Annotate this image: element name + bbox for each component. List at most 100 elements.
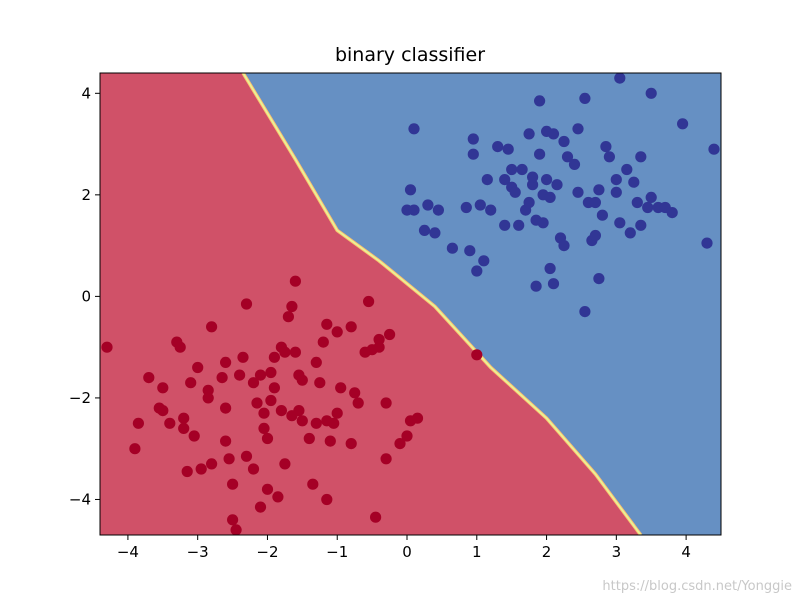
data-point-class-0 [331, 326, 343, 338]
data-point-class-1 [513, 219, 525, 231]
data-point-class-1 [446, 242, 458, 254]
data-point-class-0 [227, 514, 239, 526]
plot-content [100, 73, 721, 535]
data-point-class-1 [708, 143, 720, 155]
x-tick-label: 0 [402, 543, 412, 561]
data-point-class-1 [467, 148, 479, 160]
data-point-class-1 [432, 204, 444, 216]
y-tick-label: 0 [81, 287, 91, 305]
data-point-class-0 [132, 417, 144, 429]
data-point-class-1 [547, 278, 560, 290]
data-point-class-0 [352, 397, 364, 409]
data-point-class-0 [247, 377, 260, 389]
data-point-class-0 [254, 369, 267, 381]
axes-frame [99, 72, 722, 536]
data-point-class-0 [296, 374, 308, 386]
data-point-class-1 [464, 245, 476, 257]
y-tick-label: 4 [81, 84, 91, 102]
data-point-class-1 [499, 219, 511, 231]
data-point-class-1 [621, 163, 633, 176]
data-point-class-0 [380, 397, 392, 409]
data-point-class-1 [568, 158, 581, 170]
data-point-class-1 [666, 207, 678, 219]
data-point-class-1 [589, 196, 602, 209]
x-tick-label: 3 [612, 543, 622, 561]
x-tick-label: −2 [256, 543, 278, 561]
data-point-class-0 [230, 524, 242, 535]
data-point-class-0 [279, 458, 291, 470]
data-point-class-0 [314, 377, 326, 389]
data-point-class-1 [610, 186, 622, 198]
x-tick-label: 1 [472, 543, 482, 561]
data-point-class-0 [220, 356, 232, 368]
chart-title: binary classifier [335, 44, 485, 66]
data-point-class-0 [307, 478, 319, 490]
data-point-class-1 [579, 92, 591, 104]
data-point-class-1 [628, 176, 640, 188]
data-point-class-0 [289, 346, 301, 358]
data-point-class-1 [645, 191, 657, 203]
data-point-class-1 [547, 128, 560, 140]
data-point-class-1 [527, 171, 539, 183]
data-point-class-0 [303, 432, 315, 445]
data-point-class-1 [610, 174, 622, 186]
data-point-class-0 [178, 422, 190, 434]
data-point-class-1 [506, 163, 518, 176]
data-point-class-1 [600, 141, 612, 153]
data-point-class-0 [129, 443, 141, 455]
data-point-class-0 [265, 394, 277, 407]
data-point-class-1 [474, 199, 486, 211]
data-point-class-1 [631, 196, 643, 209]
plot-area [100, 73, 721, 535]
data-point-class-1 [579, 306, 591, 318]
data-point-class-0 [310, 356, 322, 368]
data-point-class-0 [321, 318, 333, 330]
data-point-class-1 [677, 118, 689, 130]
data-point-class-0 [373, 341, 385, 353]
data-point-class-0 [268, 351, 280, 363]
data-point-class-1 [467, 133, 479, 145]
data-point-class-1 [593, 273, 605, 285]
y-tick-label: −4 [69, 490, 91, 508]
data-point-class-0 [321, 493, 333, 506]
data-point-class-1 [481, 174, 493, 186]
data-point-class-1 [593, 184, 605, 196]
data-point-class-0 [296, 415, 308, 427]
data-point-class-1 [701, 237, 713, 249]
data-point-class-1 [408, 204, 420, 216]
data-point-class-0 [293, 405, 305, 417]
data-point-class-0 [254, 501, 267, 513]
data-point-class-1 [534, 148, 546, 160]
data-point-class-0 [370, 511, 382, 523]
data-point-class-1 [589, 229, 602, 242]
y-tick-label: −2 [69, 389, 91, 407]
data-point-class-1 [544, 262, 556, 275]
data-point-class-1 [603, 151, 616, 163]
x-tick-label: −4 [117, 543, 139, 561]
data-point-class-0 [471, 349, 483, 361]
data-point-class-1 [509, 186, 521, 198]
decision-boundary-line [242, 73, 642, 535]
data-point-class-0 [174, 341, 186, 353]
series-class-0 [101, 275, 483, 535]
data-point-class-0 [164, 417, 176, 429]
data-point-class-1 [502, 143, 514, 155]
data-point-class-1 [572, 123, 584, 135]
data-point-class-0 [227, 478, 239, 490]
data-point-class-0 [275, 405, 287, 417]
data-point-class-1 [499, 174, 511, 186]
data-point-class-0 [328, 417, 340, 429]
data-point-class-0 [206, 321, 218, 333]
data-point-class-0 [223, 453, 235, 465]
x-tick-label: 4 [681, 543, 691, 561]
data-point-class-0 [384, 328, 396, 341]
data-point-class-0 [185, 377, 197, 389]
data-point-class-0 [279, 346, 291, 358]
data-point-class-1 [471, 265, 483, 277]
data-point-class-0 [240, 298, 253, 310]
data-point-class-0 [324, 435, 336, 447]
data-point-class-0 [272, 491, 284, 503]
data-point-class-1 [645, 87, 657, 99]
data-point-class-0 [251, 397, 263, 409]
x-tick-label: −3 [187, 543, 209, 561]
